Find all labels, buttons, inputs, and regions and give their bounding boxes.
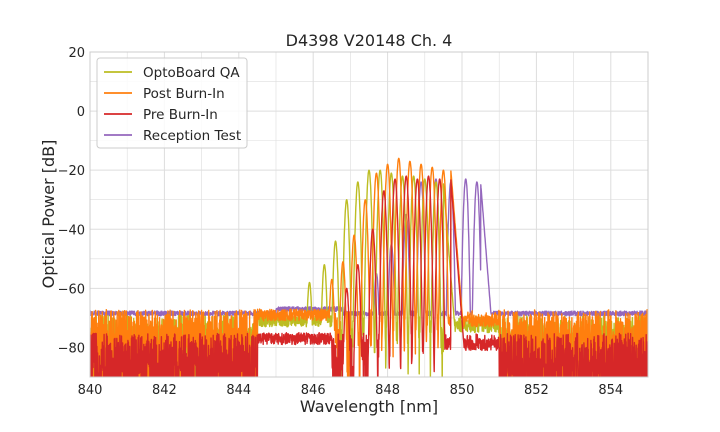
y-tick-label: −60: [58, 282, 85, 297]
x-tick-label: 842: [152, 383, 177, 398]
legend-box: [96, 57, 248, 149]
legend-entry-label: OptoBoard QA: [143, 65, 240, 81]
y-tick-label: −20: [58, 164, 85, 179]
plot-frame: [89, 51, 649, 378]
y-tick-label: 0: [77, 105, 85, 120]
y-tick-label: −40: [58, 223, 85, 238]
series-line-pre-burn-in: [90, 175, 648, 377]
x-tick-label: 852: [524, 383, 549, 398]
legend-entry-label: Post Burn-In: [143, 86, 225, 102]
y-axis-label: Optical Power [dB]: [39, 140, 58, 289]
x-axis-label: Wavelength [nm]: [300, 397, 438, 416]
x-tick-labels: 840 842 844 846 848 850 852 854: [78, 383, 624, 398]
legend: OptoBoard QA Post Burn-In Pre Burn-In Recep…: [96, 57, 248, 149]
x-tick-label: 840: [78, 383, 103, 398]
x-tick-label: 854: [598, 383, 623, 398]
legend-entry-label: Pre Burn-In: [143, 107, 218, 123]
chart-title: D4398 V20148 Ch. 4: [286, 31, 453, 50]
x-tick-label: 844: [226, 383, 251, 398]
y-tick-label: 20: [68, 46, 85, 61]
series-layer: [90, 157, 648, 377]
x-tick-label: 848: [375, 383, 400, 398]
y-tick-labels: 20 0 −20 −40 −60 −80: [58, 46, 85, 356]
y-tick-label: −80: [58, 341, 85, 356]
legend-entry-label: Reception Test: [143, 128, 241, 144]
x-tick-label: 850: [450, 383, 475, 398]
x-tick-label: 846: [301, 383, 326, 398]
